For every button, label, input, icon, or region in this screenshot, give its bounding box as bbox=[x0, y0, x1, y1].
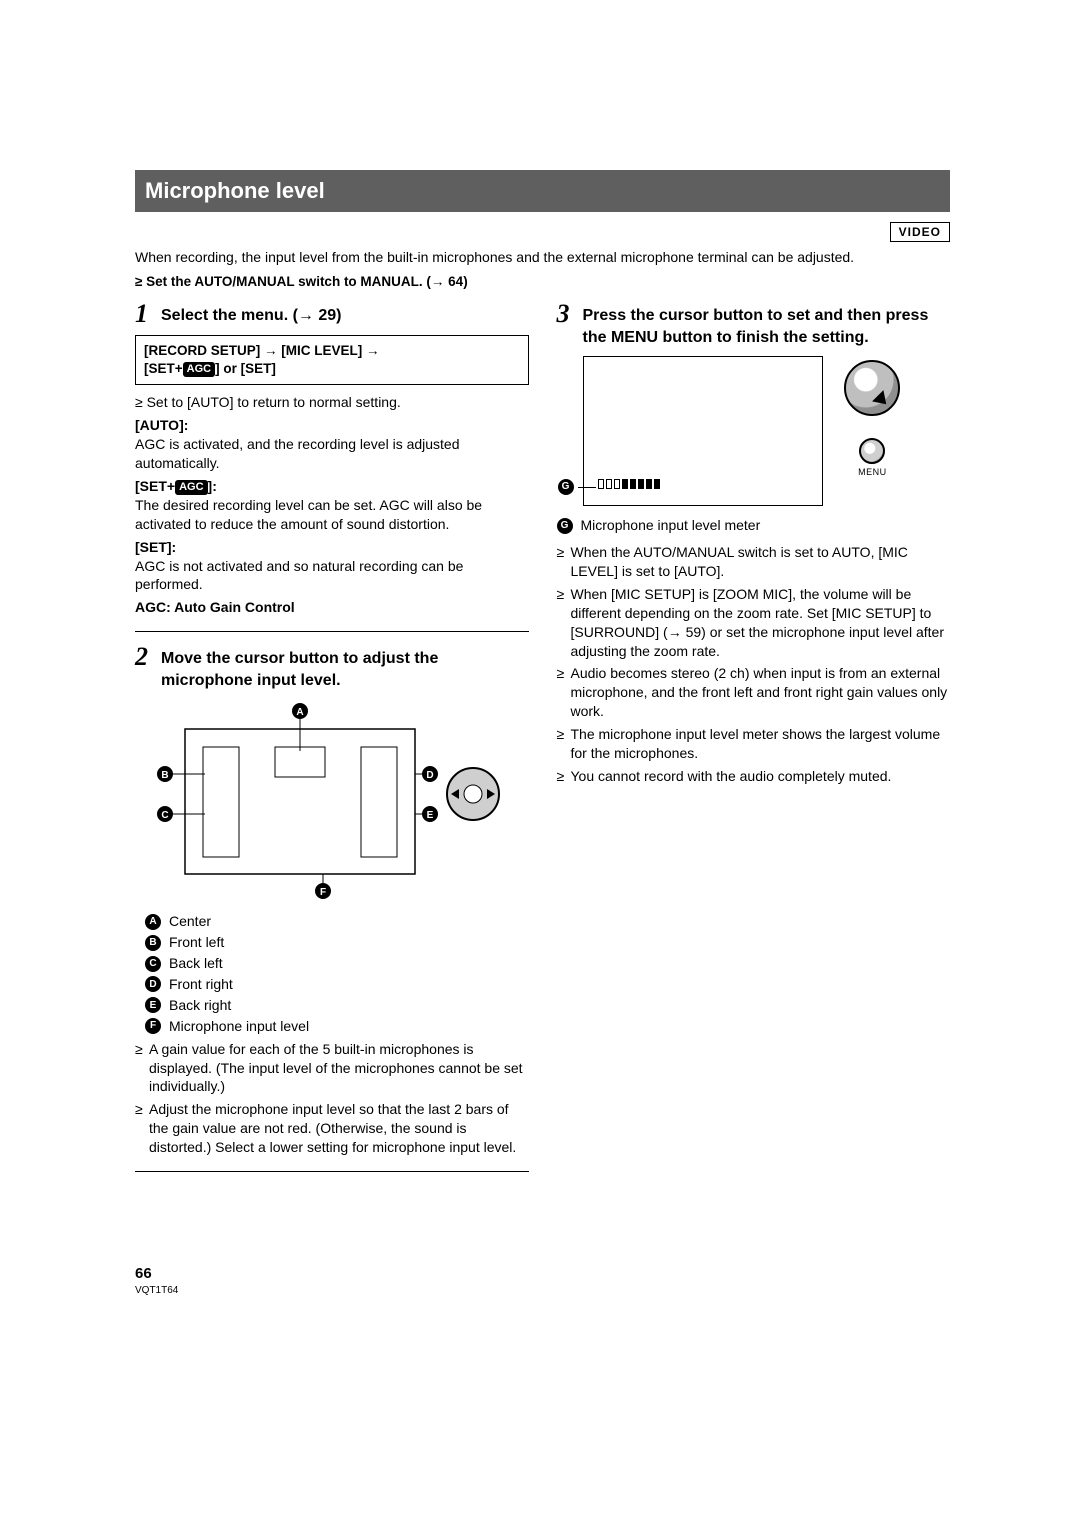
page-number: 66 bbox=[135, 1264, 950, 1284]
divider-2 bbox=[135, 1171, 529, 1172]
legend-c: CBack left bbox=[145, 954, 529, 973]
right-note-5: You cannot record with the audio complet… bbox=[557, 767, 951, 786]
intro-text: When recording, the input level from the… bbox=[135, 248, 950, 267]
step-2-number: 2 bbox=[135, 644, 153, 691]
step2-note-1: A gain value for each of the 5 built-in … bbox=[135, 1040, 529, 1097]
step-2-text: Move the cursor button to adjust the mic… bbox=[161, 644, 529, 691]
meter-bars bbox=[598, 479, 660, 489]
agc-full: AGC: Auto Gain Control bbox=[135, 598, 529, 617]
legend-a: ACenter bbox=[145, 912, 529, 931]
right-column: 3 Press the cursor button to set and the… bbox=[557, 301, 951, 1184]
svg-text:D: D bbox=[426, 770, 433, 781]
document-id: VQT1T64 bbox=[135, 1284, 950, 1298]
section-header: Microphone level bbox=[135, 170, 950, 212]
dpad-icon bbox=[844, 360, 900, 416]
right-note-4: The microphone input level meter shows t… bbox=[557, 725, 951, 763]
g-callout: G bbox=[558, 479, 596, 495]
auto-return-note: ≥ Set to [AUTO] to return to normal sett… bbox=[135, 393, 529, 412]
legend-f: FMicrophone input level bbox=[145, 1017, 529, 1036]
set-desc: AGC is not activated and so natural reco… bbox=[135, 557, 529, 595]
screen-illustration-row: G MENU bbox=[583, 356, 951, 506]
step-3-text: Press the cursor button to set and then … bbox=[583, 301, 951, 348]
auto-desc: AGC is activated, and the recording leve… bbox=[135, 435, 529, 473]
step-2: 2 Move the cursor button to adjust the m… bbox=[135, 644, 529, 691]
page-footer: 66 VQT1T64 bbox=[135, 1264, 950, 1298]
step-1-text: Select the menu. (→ 29) bbox=[161, 301, 342, 327]
video-badge: VIDEO bbox=[890, 222, 950, 242]
setagc-desc: The desired recording level can be set. … bbox=[135, 496, 529, 534]
divider-1 bbox=[135, 631, 529, 632]
step-1: 1 Select the menu. (→ 29) bbox=[135, 301, 529, 327]
step2-note-2: Adjust the microphone input level so tha… bbox=[135, 1100, 529, 1157]
set-manual-line: ≥ Set the AUTO/MANUAL switch to MANUAL. … bbox=[135, 273, 950, 291]
step-1-number: 1 bbox=[135, 301, 153, 327]
right-note-3: Audio becomes stereo (2 ch) when input i… bbox=[557, 664, 951, 721]
step-3-number: 3 bbox=[557, 301, 575, 348]
legend-d: DFront right bbox=[145, 975, 529, 994]
video-tag-row: VIDEO bbox=[135, 222, 950, 242]
two-column-layout: 1 Select the menu. (→ 29) [RECORD SETUP]… bbox=[135, 301, 950, 1184]
right-note-1: When the AUTO/MANUAL switch is set to AU… bbox=[557, 543, 951, 581]
lcd-screen-box: G bbox=[583, 356, 823, 506]
setagc-label: [SET+AGC]: bbox=[135, 477, 529, 496]
step-3: 3 Press the cursor button to set and the… bbox=[557, 301, 951, 348]
menu-button-label: MENU bbox=[844, 466, 900, 478]
set-label: [SET]: bbox=[135, 538, 529, 557]
agc-chip-icon: AGC bbox=[183, 362, 215, 377]
dpad-column: MENU bbox=[844, 356, 900, 478]
legend-e: EBack right bbox=[145, 996, 529, 1015]
agc-chip-icon-2: AGC bbox=[175, 480, 207, 495]
svg-text:F: F bbox=[320, 887, 326, 898]
svg-text:C: C bbox=[161, 810, 168, 821]
left-column: 1 Select the menu. (→ 29) [RECORD SETUP]… bbox=[135, 301, 529, 1184]
menu-path-box: [RECORD SETUP] → [MIC LEVEL] → [SET+AGC]… bbox=[135, 335, 529, 385]
legend-g: GMicrophone input level meter bbox=[557, 516, 951, 535]
menu-button-icon bbox=[859, 438, 885, 464]
legend-b: BFront left bbox=[145, 933, 529, 952]
svg-text:E: E bbox=[427, 810, 434, 821]
svg-text:A: A bbox=[296, 707, 303, 718]
svg-text:B: B bbox=[161, 770, 168, 781]
step2-notes: A gain value for each of the 5 built-in … bbox=[135, 1040, 529, 1157]
mic-level-diagram: A B C D E F bbox=[145, 699, 529, 904]
right-note-2: When [MIC SETUP] is [ZOOM MIC], the volu… bbox=[557, 585, 951, 661]
right-notes: When the AUTO/MANUAL switch is set to AU… bbox=[557, 543, 951, 786]
auto-label: [AUTO]: bbox=[135, 416, 529, 435]
